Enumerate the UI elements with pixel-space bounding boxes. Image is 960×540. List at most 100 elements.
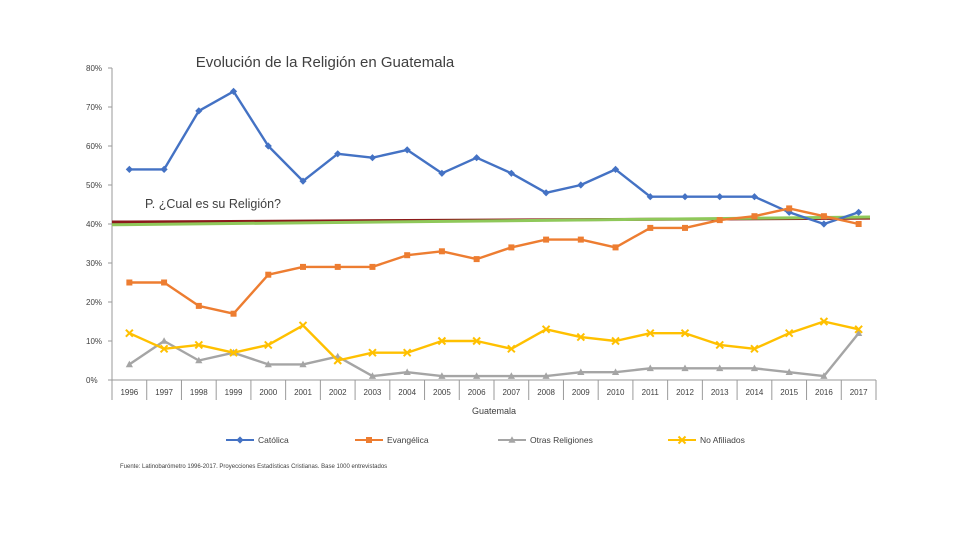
series-0-point	[160, 165, 168, 173]
series-3-point	[402, 348, 412, 357]
series-2-point	[438, 372, 446, 379]
series-0-point	[334, 150, 342, 158]
series-1-point	[577, 236, 584, 243]
series-0-point	[264, 142, 272, 150]
series-0-point	[473, 154, 481, 162]
series-2-line	[128, 332, 860, 378]
y-tick-label: 80%	[86, 64, 102, 73]
series-2-point	[125, 360, 133, 368]
series-2-point	[611, 368, 620, 375]
series-3-point	[229, 348, 238, 357]
series-2-point	[577, 368, 585, 375]
series-1-point	[404, 252, 411, 259]
y-tick-label: 0%	[86, 376, 98, 385]
data-series	[125, 87, 863, 379]
x-tick-label: 1997	[155, 388, 173, 397]
legend-item: Otras Religiones	[498, 435, 593, 445]
series-2-point	[646, 364, 654, 372]
x-tick-label: 2002	[329, 388, 347, 397]
series-0-point	[716, 193, 724, 201]
x-tick-label: 1998	[190, 388, 208, 397]
x-tick-label: 2007	[502, 388, 520, 397]
series-0-point	[125, 165, 133, 173]
x-tick-label: 2017	[850, 388, 868, 397]
series-3-point	[541, 325, 551, 334]
y-axis: 0% 10% 20% 30% 40% 50% 60% 70% 80%	[86, 64, 113, 385]
x-tick-label: 2013	[711, 388, 729, 397]
source-note: Fuente: Latinobarómetro 1996-2017. Proye…	[120, 464, 387, 470]
series-0-point	[195, 107, 203, 115]
chart-title: Evolución de la Religión en Guatemala	[196, 54, 455, 71]
series-0-point	[438, 169, 446, 177]
y-tick-label: 10%	[86, 337, 102, 346]
x-tick-label: 2000	[259, 388, 277, 397]
series-3-point	[680, 328, 690, 338]
series-2-point	[299, 360, 307, 368]
series-0-point	[611, 165, 620, 173]
series-0-point	[646, 193, 654, 201]
series-3-point	[646, 328, 655, 338]
series-0-point	[820, 220, 828, 228]
series-1-point	[820, 213, 827, 220]
series-1-point	[855, 221, 862, 227]
chart-legend: Católica Evangélica Otras Religiones No Afi…	[226, 435, 745, 445]
x-tick-label: 2008	[537, 388, 555, 397]
series-2-point	[507, 372, 515, 379]
series-3-point	[576, 332, 586, 342]
series-3-point	[333, 356, 342, 365]
x-tick-label: 2001	[294, 388, 312, 397]
legend-item: Católica	[226, 435, 289, 445]
legend-label: Católica	[258, 435, 289, 445]
series-1-point	[161, 279, 168, 286]
series-0-point	[507, 169, 515, 177]
legend-marker	[236, 436, 244, 444]
y-tick-label: 60%	[86, 142, 102, 151]
series-3-point	[194, 340, 204, 350]
series-0-point	[542, 189, 550, 197]
series-3-point	[472, 336, 481, 346]
series-1-point	[265, 271, 272, 278]
series-3-point	[125, 328, 134, 338]
series-3-point	[750, 344, 759, 354]
x-tick-label: 1999	[225, 388, 243, 397]
y-tick-label: 20%	[86, 298, 102, 307]
series-1-point	[716, 217, 723, 224]
series-0-point	[368, 154, 377, 162]
series-2-point	[716, 364, 724, 372]
series-1-point	[473, 256, 480, 263]
series-1-line	[129, 207, 859, 315]
y-tick-label: 50%	[86, 181, 102, 190]
series-2-point	[785, 368, 793, 375]
x-axis-label: Guatemala	[472, 406, 516, 416]
series-2-point	[820, 372, 828, 379]
y-tick-label: 70%	[86, 103, 102, 112]
series-1-point	[682, 224, 688, 231]
series-2-point	[264, 360, 272, 368]
x-tick-label: 2009	[572, 388, 590, 397]
series-1-point	[369, 263, 376, 270]
series-3-point	[159, 344, 169, 354]
x-tick-label: 2004	[398, 388, 416, 397]
x-tick-label: 2014	[746, 388, 764, 397]
series-1-point	[508, 244, 515, 251]
series-3-point	[437, 336, 447, 346]
series-3-point	[611, 336, 620, 346]
series-3-point	[507, 344, 516, 354]
series-1-point	[438, 248, 445, 255]
series-2-point	[160, 337, 168, 344]
series-1-point	[647, 224, 654, 231]
series-2-point	[681, 364, 689, 372]
x-tick-label: 2010	[607, 388, 625, 397]
series-1-point	[126, 279, 133, 286]
x-tick-label: 2015	[780, 388, 798, 397]
series-0-point	[855, 208, 863, 216]
series-3-point	[264, 340, 273, 350]
series-2-point	[195, 356, 203, 364]
series-0-point	[299, 177, 307, 185]
series-2	[125, 329, 863, 379]
series-0-point	[229, 87, 238, 95]
series-1	[126, 205, 862, 317]
x-tick-label: 2011	[642, 388, 660, 397]
legend-label: Evangélica	[387, 435, 429, 445]
